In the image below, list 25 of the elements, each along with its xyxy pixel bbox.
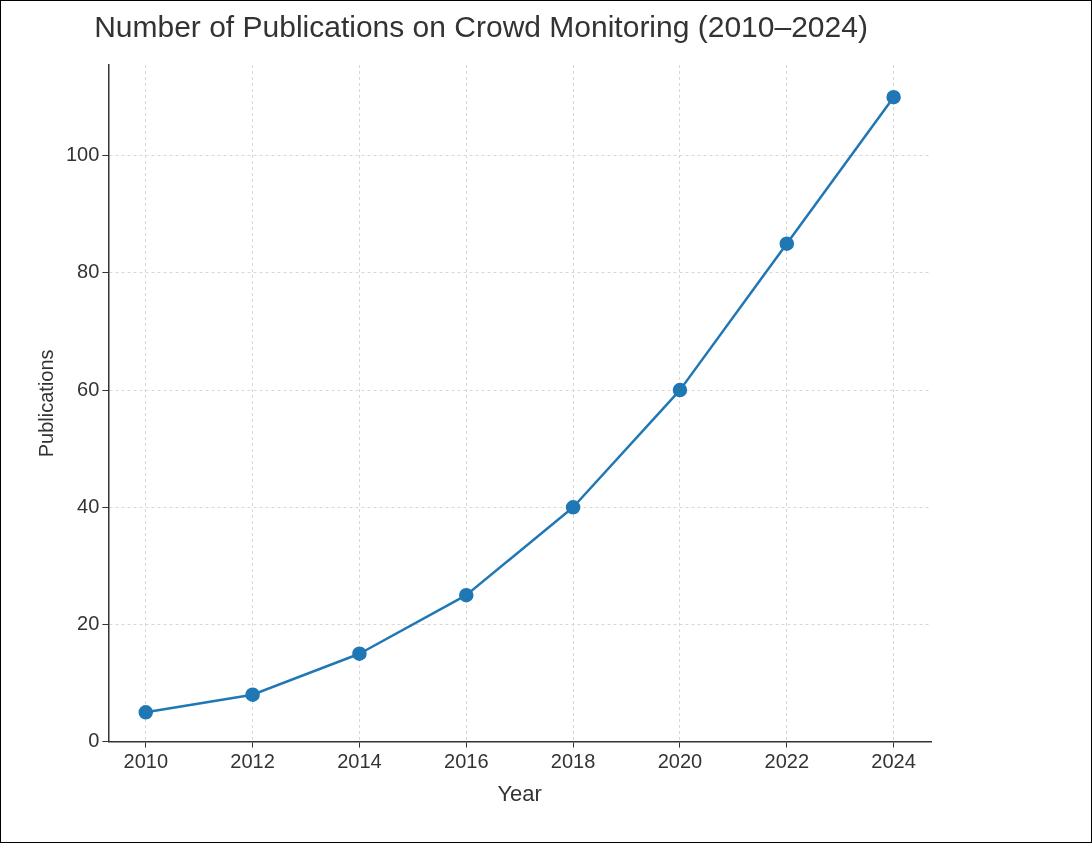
y-tick-label: 0: [88, 729, 100, 752]
y-tick-label: 40: [77, 494, 100, 517]
y-tick-label: 100: [65, 143, 100, 166]
x-tick-label: 2016: [444, 750, 489, 773]
x-tick-label: 2022: [764, 750, 810, 773]
point: [779, 236, 795, 251]
y-tick-label: 80: [77, 260, 100, 283]
x-tick-label: 2014: [337, 750, 382, 773]
x-tick-label: 2020: [657, 750, 703, 773]
x-tick-label: 2024: [871, 750, 916, 773]
point: [138, 705, 154, 720]
point: [245, 687, 260, 702]
point: [459, 587, 474, 603]
chart-title: Number of Publications on Crowd Monitoring (2010–2024): [94, 10, 868, 44]
y-tick-label: 60: [77, 377, 100, 400]
point: [672, 382, 688, 398]
x-tick-label: 2018: [550, 750, 596, 773]
point: [886, 89, 901, 105]
x-axis-title: Year: [497, 780, 542, 806]
x-tick-label: 2012: [230, 750, 275, 773]
point: [565, 500, 581, 515]
y-axis-title: Publications: [34, 349, 57, 458]
point: [352, 646, 367, 661]
x-tick-label: 2010: [123, 750, 169, 773]
y-tick-label: 20: [77, 611, 100, 634]
